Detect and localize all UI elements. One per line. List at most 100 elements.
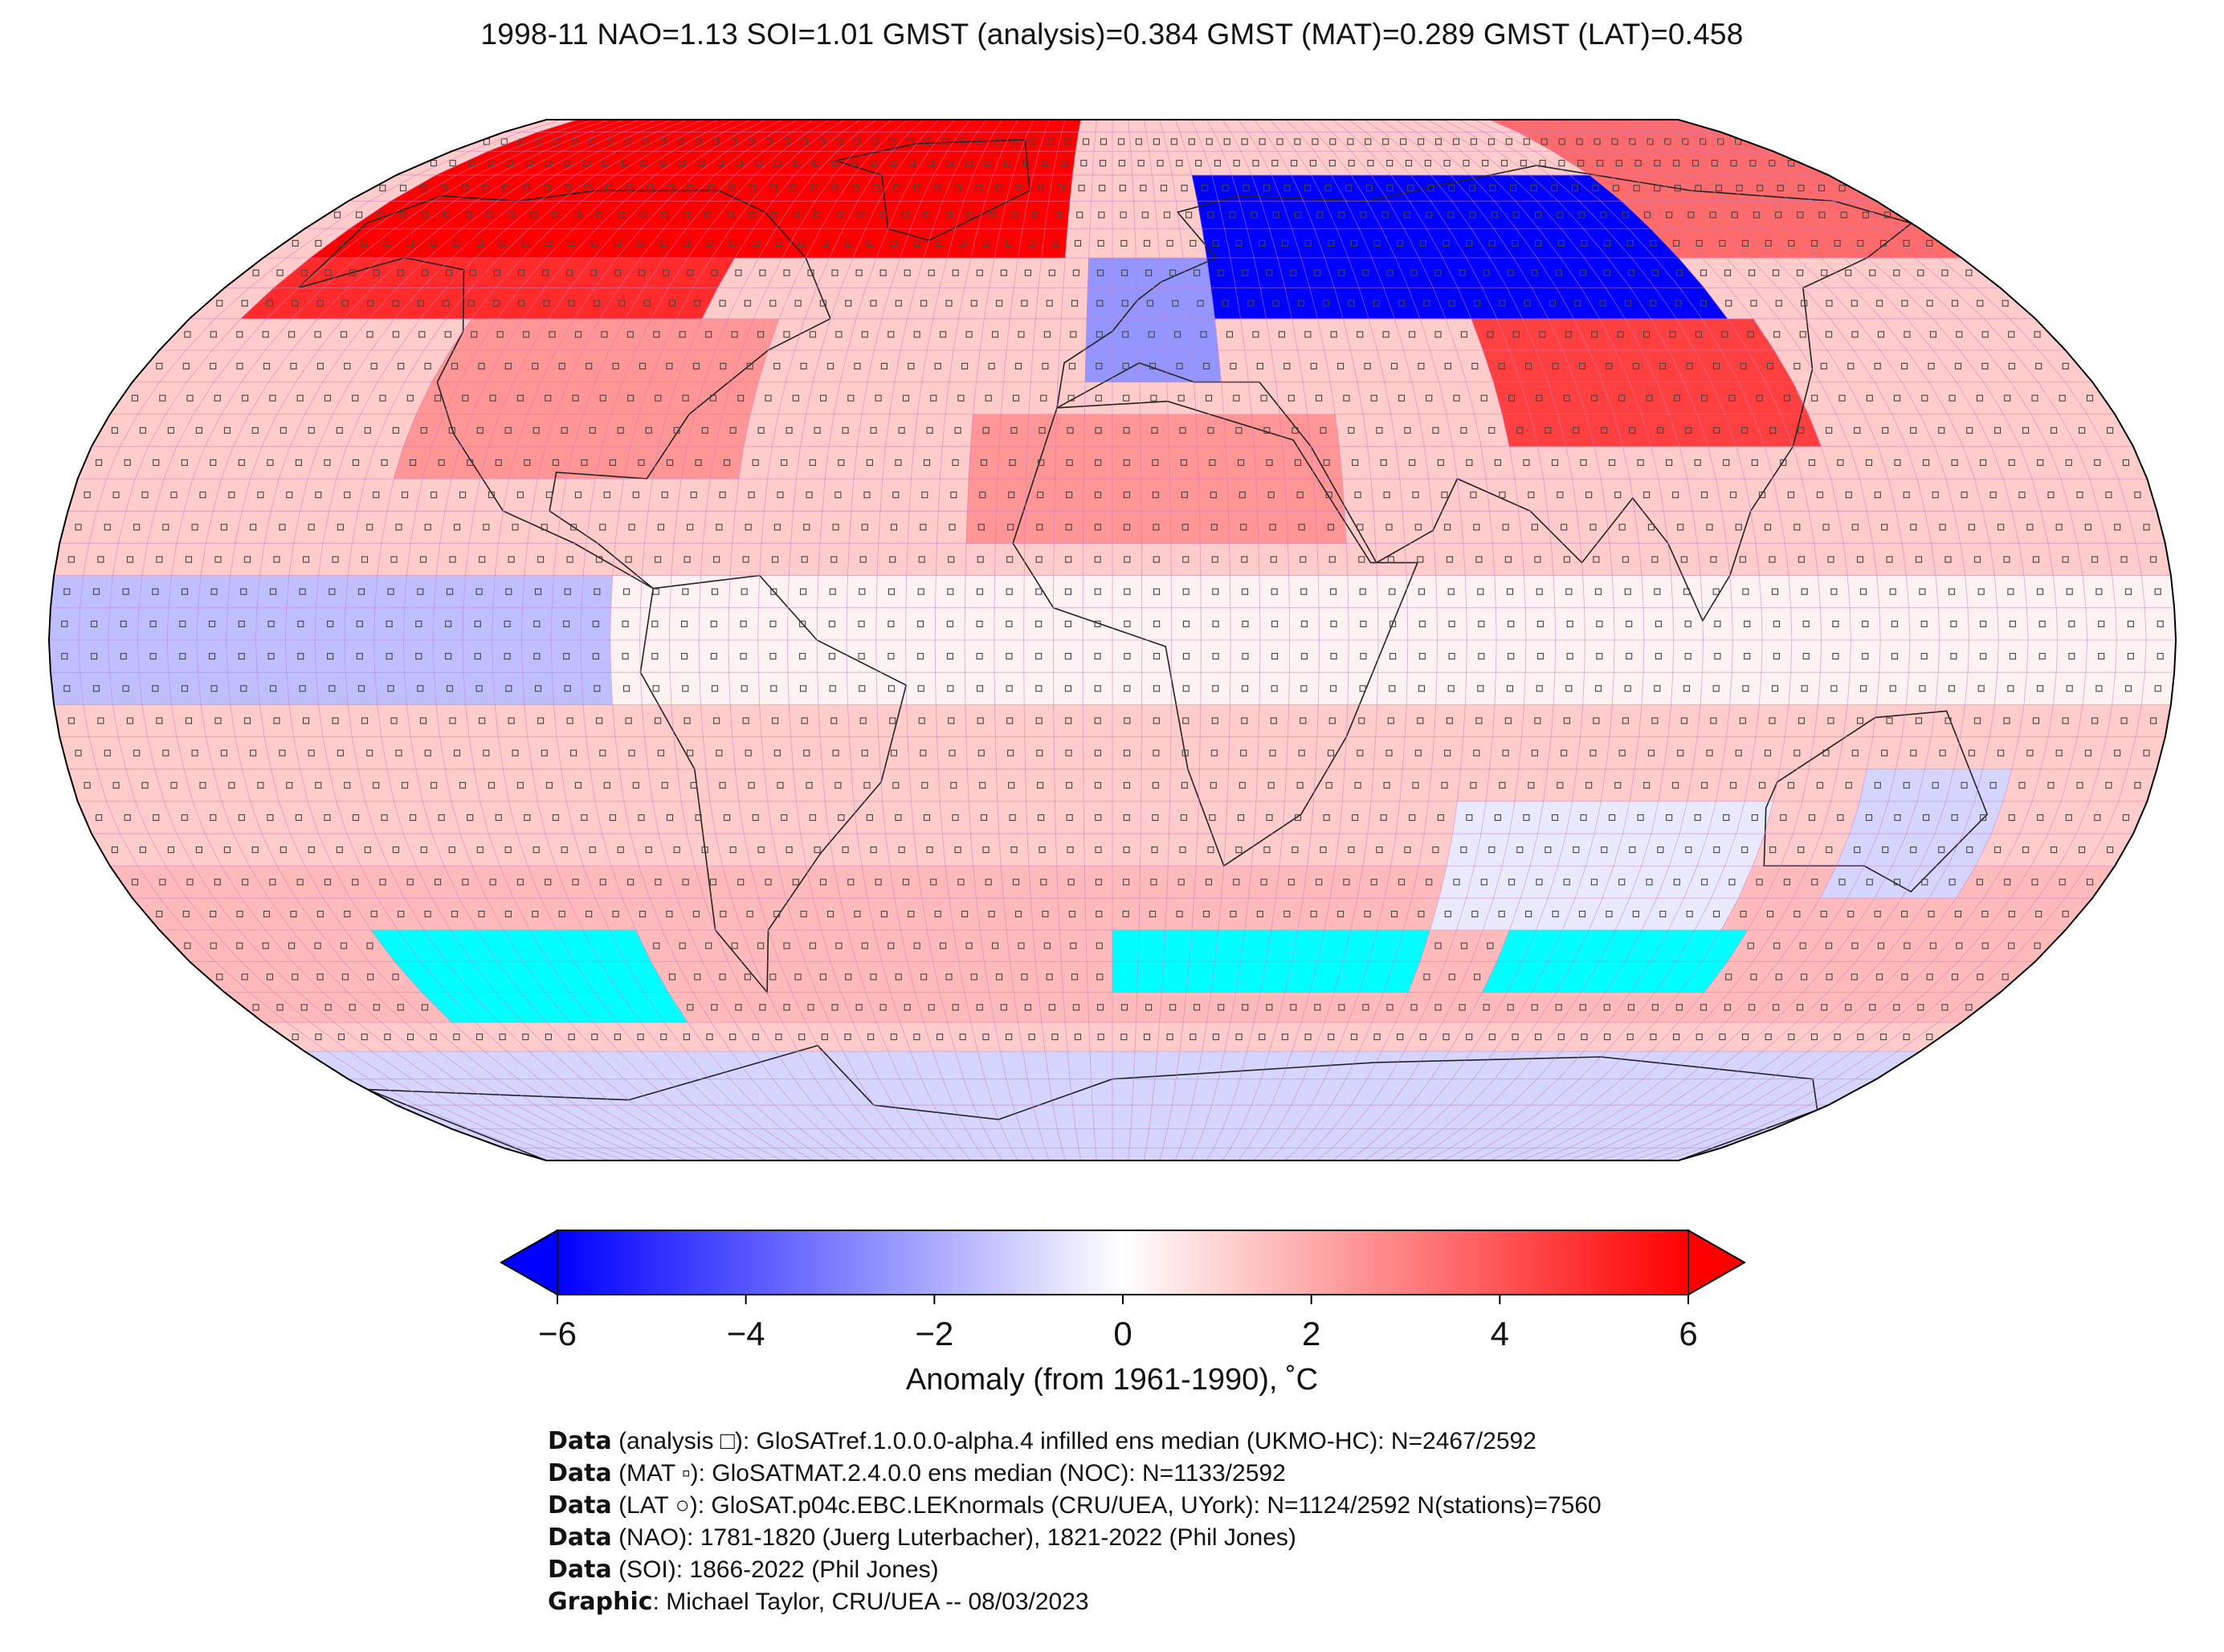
grid-cell (1141, 543, 1172, 576)
grid-cell (1053, 671, 1083, 705)
grid-cell (1259, 607, 1290, 641)
grid-cell (1318, 607, 1349, 641)
grid-cell (764, 478, 797, 512)
grid-cell (702, 510, 736, 544)
colorbar-label: Anomaly (from 1961-1990), ˚C (905, 1363, 1319, 1397)
grid-cell (1463, 543, 1496, 576)
grid-cell (373, 607, 405, 641)
grid-cell (1989, 704, 2025, 737)
grid-cell (614, 736, 649, 770)
grid-cell (138, 671, 172, 705)
grid-cell (581, 575, 613, 609)
grid-cell (1056, 865, 1086, 899)
grid-cell (906, 704, 937, 737)
grid-cell (1580, 704, 1613, 737)
grid-cell (1255, 769, 1287, 802)
grid-cell (939, 801, 971, 834)
colorbar-tick-label: 4 (1490, 1315, 1510, 1352)
grid-cell (994, 639, 1025, 673)
grid-cell (818, 543, 850, 576)
grid-cell (816, 607, 847, 641)
grid-cell (1198, 769, 1229, 802)
grid-cell (705, 478, 740, 512)
grid-cell (200, 543, 236, 576)
grid-cell (112, 543, 148, 576)
grid-cell (610, 575, 643, 609)
grid-cell (965, 575, 995, 609)
grid-cell (1729, 575, 1762, 609)
grid-cell (979, 318, 1010, 351)
grid-cell (1901, 704, 1936, 737)
grid-cell (1310, 801, 1343, 834)
grid-cell (1370, 478, 1403, 512)
grid-cell (1086, 288, 1113, 320)
grid-cell (1225, 446, 1257, 479)
grid-cell (905, 671, 937, 705)
grid-cell (618, 478, 653, 512)
grid-cell (1138, 897, 1168, 931)
grid-cell (1053, 639, 1083, 673)
grid-cell (318, 704, 353, 737)
grid-cell (848, 736, 881, 770)
grid-cell (2018, 704, 2054, 737)
grid-cell (1112, 543, 1142, 576)
grid-cell (580, 639, 611, 673)
grid-cell (976, 349, 1007, 383)
grid-cell (876, 704, 908, 737)
grid-cell (1084, 381, 1113, 415)
grid-cell (551, 575, 584, 609)
grid-cell (1931, 704, 1965, 737)
anomaly-map[interactable] (0, 0, 2224, 1205)
grid-cell (1424, 801, 1458, 834)
grid-cell (1078, 1148, 1097, 1160)
grid-cell (1025, 478, 1055, 512)
grid-cell (1229, 543, 1260, 576)
grid-cell (911, 801, 943, 834)
grid-cell (532, 478, 567, 512)
grid-cell (1087, 257, 1113, 288)
grid-cell (108, 671, 143, 705)
grid-cell (761, 736, 794, 770)
grid-cell (1339, 446, 1372, 479)
grid-cell (166, 607, 198, 641)
grid-cell (1055, 833, 1085, 867)
grid-cell (1721, 736, 1757, 770)
grid-cell (941, 833, 973, 867)
grid-cell (913, 414, 946, 447)
grid-cell (669, 575, 701, 609)
grid-cell (1159, 992, 1187, 1023)
grid-cell (1494, 671, 1526, 705)
grid-cell (410, 510, 446, 544)
grid-cell (314, 607, 346, 641)
grid-cell (1089, 201, 1113, 230)
credit-line: Data (LAT ○): GloSAT.p04c.EBC.LEKnormals… (548, 1490, 1602, 1522)
grid-cell (1092, 150, 1113, 176)
grid-cell (1199, 736, 1230, 770)
grid-cell (373, 639, 405, 673)
grid-cell (230, 543, 265, 576)
grid-cell (492, 639, 523, 673)
grid-cell (78, 639, 110, 673)
grid-cell (521, 607, 553, 641)
grid-cell (1133, 201, 1158, 230)
grid-cell (1348, 607, 1379, 641)
grid-cell (80, 671, 113, 705)
grid-cell (1275, 865, 1308, 899)
grid-cell (916, 381, 949, 415)
grid-cell (1086, 961, 1113, 993)
grid-cell (439, 736, 475, 770)
grid-cell (284, 639, 316, 673)
grid-cell (1696, 704, 1731, 737)
grid-cell (1672, 639, 1704, 673)
grid-cell (406, 704, 440, 737)
grid-cell (112, 704, 148, 737)
grid-cell (1225, 801, 1257, 834)
grid-cell (848, 510, 881, 544)
grid-cell (1200, 671, 1231, 705)
grid-cell (1024, 736, 1055, 770)
grid-cell (468, 736, 504, 770)
grid-cell (1191, 349, 1222, 383)
grid-cell (1395, 446, 1429, 479)
grid-cell (1169, 446, 1199, 479)
credit-text: (NAO): 1781-1820 (Juerg Luterbacher), 18… (611, 1524, 1296, 1551)
